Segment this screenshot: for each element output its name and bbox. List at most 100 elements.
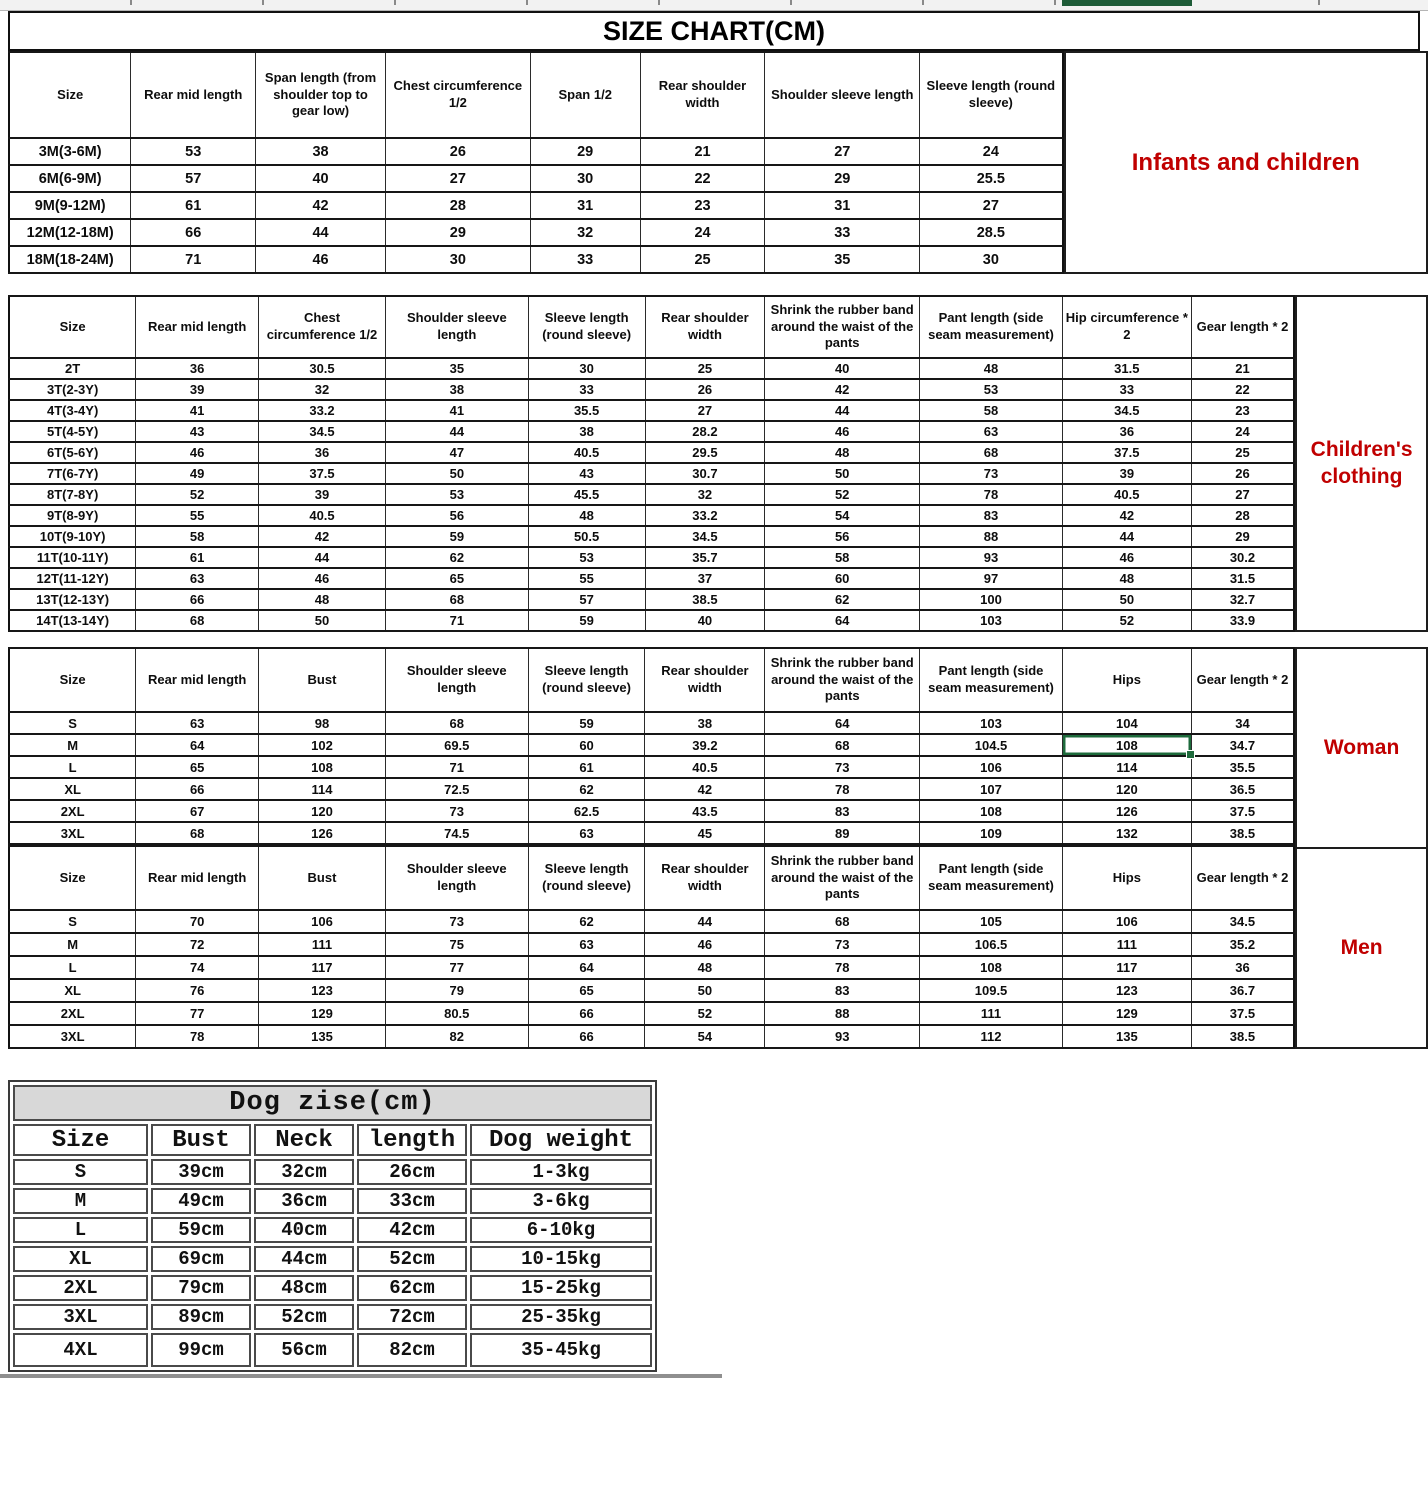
value-cell: 25 [1190,441,1295,464]
value-cell: 34.7 [1190,733,1295,757]
size-cell: L [8,955,137,980]
table-row: XL 69cm 44cm 52cm 10-15kg [13,1246,652,1272]
value-cell: 48 [919,357,1063,380]
column-header: Sleeve length (round sleeve) [527,647,646,713]
size-cell: L [8,755,137,779]
value-cell: 52cm [254,1304,354,1330]
value-cell: 73 [764,755,921,779]
value-cell: 58 [135,525,260,548]
value-cell: 53 [130,137,257,166]
table-row: 13T(12-13Y) 66 48 68 57 38.5 62 100 50 32.7 [8,588,1295,611]
infants-section: Size Rear mid length Span length (from sho… [8,51,1428,274]
value-cell: 63 [135,567,260,590]
value-cell: 44 [255,218,386,247]
value-cell: 126 [1061,799,1192,823]
size-cell: XL [8,777,137,801]
size-cell: M [8,733,137,757]
value-cell: 40.5 [527,441,646,464]
value-cell: 108 [1061,733,1195,760]
value-cell: 45 [644,821,766,845]
section-gap [0,632,1428,647]
value-cell: 60 [527,733,646,757]
value-cell: 68 [764,909,921,934]
value-cell: 33.9 [1190,609,1295,632]
children-size-table: Size Rear mid length Chest circumference 1… [8,295,1296,632]
value-cell: 62 [527,777,646,801]
value-cell: 23 [1190,399,1295,422]
selected-column-indicator [1062,0,1192,6]
value-cell: 28 [1190,504,1295,527]
value-cell: 48 [764,441,921,464]
column-header: Bust [151,1124,251,1156]
value-cell: 52 [135,483,260,506]
column-header: Gear length * 2 [1190,647,1295,713]
value-cell: 36 [135,357,260,380]
value-cell: 46 [135,441,260,464]
table-row: 5T(4-5Y) 43 34.5 44 38 28.2 46 63 36 24 [8,420,1295,443]
value-cell: 32 [644,483,766,506]
value-cell: 68 [919,441,1063,464]
table-row: 6M(6-9M) 57 40 27 30 22 29 25.5 [8,164,1064,193]
value-cell: 50.5 [527,525,646,548]
size-cell: 14T(13-14Y) [8,609,137,632]
value-cell: 123 [258,978,386,1003]
value-cell: 78 [135,1024,260,1049]
size-cell: 2XL [13,1275,148,1301]
value-cell: 89cm [151,1304,251,1330]
value-cell: 59 [527,609,646,632]
value-cell: 35.5 [527,399,646,422]
value-cell: 79 [384,978,529,1003]
value-cell: 29.5 [644,441,766,464]
table-row: S 70 106 73 62 44 68 105 106 34.5 [8,909,1295,934]
value-cell: 47 [384,441,529,464]
value-cell: 46 [764,420,921,443]
value-cell: 31.5 [1190,567,1295,590]
table-row: 4XL 99cm 56cm 82cm 35-45kg [13,1333,652,1367]
value-cell: 22 [1190,378,1295,401]
value-cell: 63 [527,821,646,845]
spreadsheet-column-strip [0,0,1428,11]
value-cell: 36 [1190,955,1295,980]
value-cell: 107 [919,777,1063,801]
column-header: Sleeve length (round sleeve) [527,295,646,359]
value-cell: 62 [384,546,529,569]
value-cell: 79cm [151,1275,251,1301]
value-cell: 68 [384,711,529,735]
value-cell: 57 [527,588,646,611]
value-cell: 31 [529,191,641,220]
value-cell: 27 [384,164,531,193]
value-cell: 88 [919,525,1063,548]
value-cell: 34.5 [1190,909,1295,934]
column-header: Shrink the rubber band around the waist … [764,845,921,911]
table-row: M 72 111 75 63 46 73 106.5 111 35.2 [8,932,1295,957]
value-cell: 43 [527,462,646,485]
value-cell: 69cm [151,1246,251,1272]
value-cell: 64 [764,711,921,735]
value-cell: 46 [644,932,766,957]
value-cell: 78 [919,483,1063,506]
value-cell: 64 [135,733,260,757]
value-cell: 37.5 [1190,799,1295,823]
value-cell: 108 [919,799,1063,823]
value-cell: 37.5 [258,462,386,485]
value-cell: 34 [1190,711,1295,735]
value-cell: 83 [764,978,921,1003]
value-cell: 62cm [357,1275,467,1301]
value-cell: 104 [1061,711,1192,735]
value-cell: 105 [919,909,1063,934]
value-cell: 106 [258,909,386,934]
value-cell: 38.5 [1190,821,1295,845]
size-cell: 5T(4-5Y) [8,420,137,443]
value-cell: 33.2 [258,399,386,422]
size-cell: 12M(12-18M) [8,218,132,247]
value-cell: 46 [255,245,386,274]
value-cell: 109 [919,821,1063,845]
value-cell: 77 [384,955,529,980]
value-cell: 66 [135,777,260,801]
value-cell: 82cm [357,1333,467,1367]
value-cell: 53 [527,546,646,569]
value-cell: 42 [644,777,766,801]
value-cell: 61 [135,546,260,569]
value-cell: 29 [384,218,531,247]
value-cell: 53 [919,378,1063,401]
